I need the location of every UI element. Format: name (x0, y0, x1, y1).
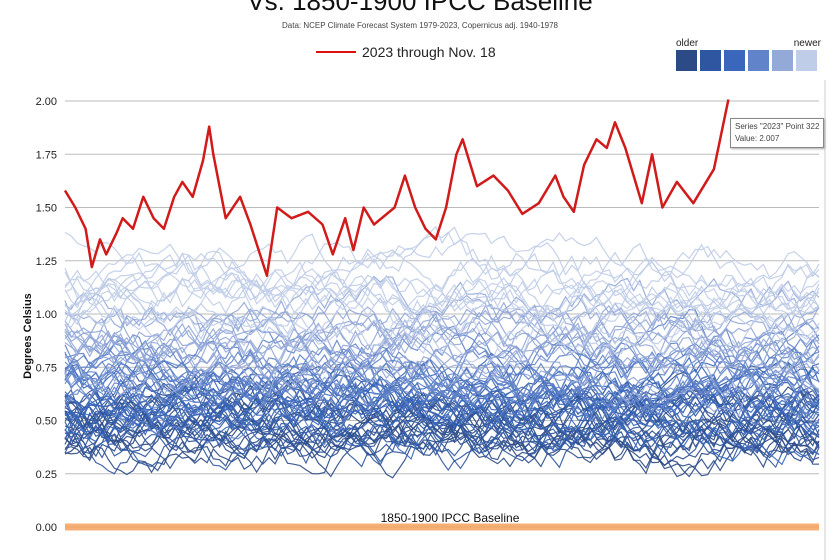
background-year-line (64, 266, 820, 356)
background-year-line (64, 384, 820, 468)
y-tick-label: 1.50 (36, 203, 57, 215)
chart-title: Vs. 1850-1900 IPCC Baseline (247, 0, 593, 16)
legend-red-line (316, 51, 356, 53)
background-year-line (64, 251, 820, 324)
background-year-line (64, 243, 820, 331)
background-year-line (64, 275, 820, 355)
background-year-line (64, 325, 820, 413)
legend-swatch (748, 50, 769, 71)
y-tick-label: 1.25 (36, 256, 57, 268)
background-year-line (64, 225, 820, 311)
y-tick-label: 0.25 (36, 469, 57, 481)
y-tick-label: 1.75 (36, 149, 57, 161)
background-year-line (64, 368, 820, 446)
legend-older: older (676, 38, 699, 49)
background-year-line (64, 322, 820, 417)
legend-swatch (700, 50, 721, 71)
y-tick-label: 0.50 (36, 416, 57, 428)
background-year-line (64, 312, 820, 387)
background-year-line (64, 333, 820, 427)
legend-swatch (676, 50, 697, 71)
background-year-line (64, 303, 820, 399)
legend-swatch (772, 50, 793, 71)
tooltip-line2: Value: 2.007 (735, 134, 780, 143)
background-year-line (64, 328, 820, 412)
background-year-line (64, 231, 820, 315)
legend-swatch (796, 50, 817, 71)
background-year-line (64, 280, 820, 386)
background-year-line (64, 329, 820, 388)
legend-age: older newer (676, 38, 821, 71)
background-year-line (64, 247, 820, 333)
background-year-line (64, 243, 820, 319)
background-year-line (64, 257, 820, 355)
legend-swatch (724, 50, 745, 71)
tooltip: Series "2023" Point 322 Value: 2.007 (730, 118, 825, 148)
baseline-label: 1850-1900 IPCC Baseline (381, 511, 520, 525)
background-year-line (64, 391, 820, 456)
background-year-line (64, 238, 820, 317)
y-tick-label: 0.75 (36, 362, 57, 374)
legend-2023-label: 2023 through Nov. 18 (362, 44, 496, 60)
background-year-line (64, 298, 820, 390)
background-year-line (64, 275, 820, 360)
chart-subtitle: Data: NCEP Climate Forecast System 1979-… (282, 21, 558, 30)
background-year-line (64, 385, 820, 465)
background-year-line (64, 252, 820, 347)
tooltip-line1: Series "2023" Point 322 (735, 122, 820, 131)
legend-2023: 2023 through Nov. 18 (316, 44, 496, 60)
background-year-line (64, 331, 820, 416)
y-tick-label: 0.00 (36, 522, 57, 534)
y-tick-label: 2.00 (36, 96, 57, 108)
background-year-line (64, 363, 820, 437)
series-2023-line (63, 99, 730, 277)
background-year-line (64, 331, 820, 428)
legend-newer: newer (793, 38, 821, 49)
background-year-line (64, 232, 820, 331)
y-tick-label: 1.00 (36, 309, 57, 321)
